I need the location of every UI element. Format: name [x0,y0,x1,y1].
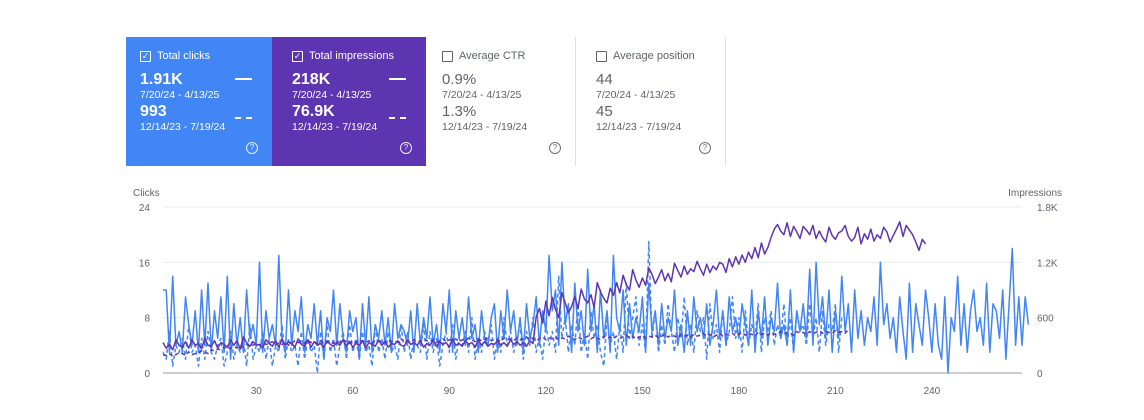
card-value-previous: 993 [140,103,167,120]
solid-line-legend-icon [235,78,252,80]
card-average-position[interactable]: Average position 44 7/20/24 - 4/13/25 45… [576,37,726,166]
card-total-impressions[interactable]: ✓ Total impressions 218K 7/20/24 - 4/13/… [272,37,426,166]
dashed-line-legend-icon [235,117,252,119]
card-value-current: 1.91K [140,71,183,88]
card-label: Average CTR [459,50,526,62]
card-label: Total clicks [157,50,211,62]
y-right-tick-label: 600 [1037,314,1054,325]
y-right-tick-label: 1.8K [1037,203,1058,214]
metric-cards: ✓ Total clicks 1.91K 7/20/24 - 4/13/25 9… [126,37,726,166]
card-range-current: 7/20/24 - 4/13/25 [596,89,676,101]
x-tick-label: 150 [634,386,651,397]
help-icon[interactable]: ? [400,142,412,154]
impressions-series-line-dashed [162,329,849,358]
y-left-tick-label: 0 [144,369,150,380]
card-range-current: 7/20/24 - 4/13/25 [140,89,220,101]
x-tick-label: 180 [731,386,748,397]
x-tick-label: 60 [347,386,359,397]
x-tick-label: 30 [251,386,263,397]
card-range-previous: 12/14/23 - 7/19/24 [292,121,378,133]
card-header: ✓ Total impressions [292,49,426,63]
y-right-tick-label: 0 [1037,369,1043,380]
checkbox-checked-icon[interactable]: ✓ [292,50,303,62]
card-value-current: 44 [596,71,613,88]
card-header: ✓ Total clicks [140,49,272,63]
clicks-series-line-solid [163,247,1030,374]
solid-line-legend-icon [389,78,406,80]
card-average-ctr[interactable]: Average CTR 0.9% 7/20/24 - 4/13/25 1.3% … [426,37,576,166]
y-left-tick-label: 16 [139,258,151,269]
y-left-tick-label: 24 [139,203,151,214]
left-axis-title: Clicks [133,188,160,199]
x-tick-label: 240 [924,386,941,397]
right-axis-title: Impressions [1008,188,1062,199]
card-range-previous: 12/14/23 - 7/19/24 [596,121,682,133]
card-range-previous: 12/14/23 - 7/19/24 [442,121,528,133]
card-header: Average CTR [442,49,575,63]
card-value-previous: 1.3% [442,103,477,120]
card-value-current: 0.9% [442,71,477,88]
y-right-tick-label: 1.2K [1037,258,1058,269]
help-icon[interactable]: ? [699,142,711,154]
checkbox-checked-icon[interactable]: ✓ [140,50,151,62]
impressions-series-line-solid [162,221,927,351]
card-label: Total impressions [309,50,394,62]
card-total-clicks[interactable]: ✓ Total clicks 1.91K 7/20/24 - 4/13/25 9… [126,37,272,166]
card-range-previous: 12/14/23 - 7/19/24 [140,121,226,133]
card-range-current: 7/20/24 - 4/13/25 [292,89,372,101]
checkbox-unchecked-icon[interactable] [596,50,607,62]
card-label: Average position [613,50,695,62]
x-tick-label: 210 [827,386,844,397]
checkbox-unchecked-icon[interactable] [442,50,453,62]
help-icon[interactable]: ? [549,142,561,154]
card-header: Average position [596,49,725,63]
card-range-current: 7/20/24 - 4/13/25 [442,89,522,101]
y-left-tick-label: 8 [144,314,150,325]
dashed-line-legend-icon [389,117,406,119]
help-icon[interactable]: ? [246,142,258,154]
x-tick-label: 120 [538,386,555,397]
x-tick-label: 90 [444,386,456,397]
card-value-current: 218K [292,71,331,88]
clicks-series-line-dashed [162,240,843,374]
card-value-previous: 76.9K [292,103,335,120]
card-value-previous: 45 [596,103,613,120]
